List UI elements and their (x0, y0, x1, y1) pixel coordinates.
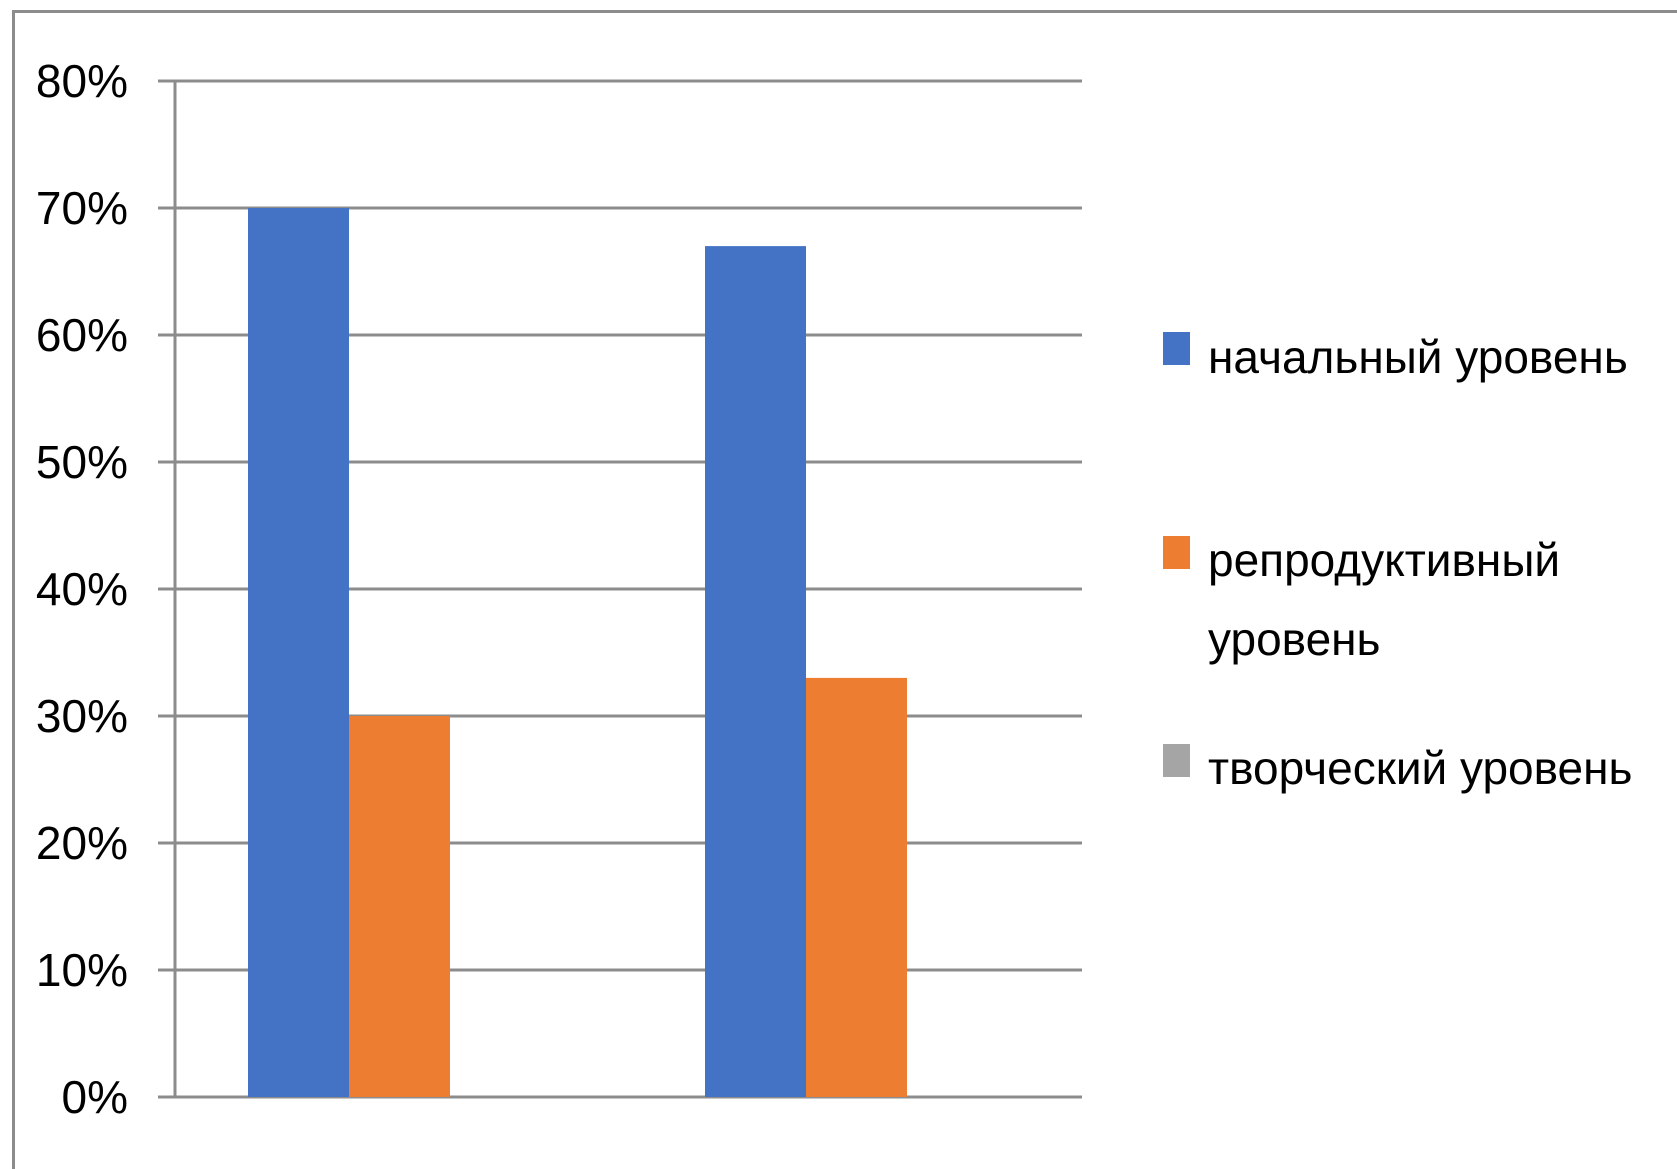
bar-series1-cat1 (806, 677, 907, 1097)
bar-series1-cat0 (349, 716, 450, 1097)
ytick-label-30: 30% (36, 690, 128, 742)
ytick-label-0: 0% (62, 1071, 128, 1123)
ytick-label-80: 80% (36, 55, 128, 107)
legend-swatch-tvorchesky (1163, 744, 1190, 777)
ytick-label-70: 70% (36, 182, 128, 234)
ytick-label-10: 10% (36, 944, 128, 996)
ytick-labels: 0% 10% 20% 30% 40% 50% 60% 70% 80% (36, 55, 128, 1123)
ytick-label-20: 20% (36, 817, 128, 869)
legend-swatch-nachalny (1163, 332, 1190, 365)
bars (248, 208, 907, 1098)
legend-label-tvorchesky: творческий уровень (1208, 742, 1633, 794)
legend-label-nachalny: начальный уровень (1208, 331, 1628, 383)
ytick-label-60: 60% (36, 309, 128, 361)
bar-series0-cat0 (248, 208, 349, 1097)
legend: начальный уровень репродуктивный уровень… (1163, 331, 1633, 794)
ytick-label-50: 50% (36, 436, 128, 488)
bar-series0-cat1 (705, 246, 806, 1098)
legend-label-reproduktivny-line-2: уровень (1208, 613, 1381, 665)
ytick-label-40: 40% (36, 563, 128, 615)
legend-label-reproduktivny-line-1: репродуктивный (1208, 534, 1560, 586)
legend-swatch-reproduktivny (1163, 536, 1190, 569)
